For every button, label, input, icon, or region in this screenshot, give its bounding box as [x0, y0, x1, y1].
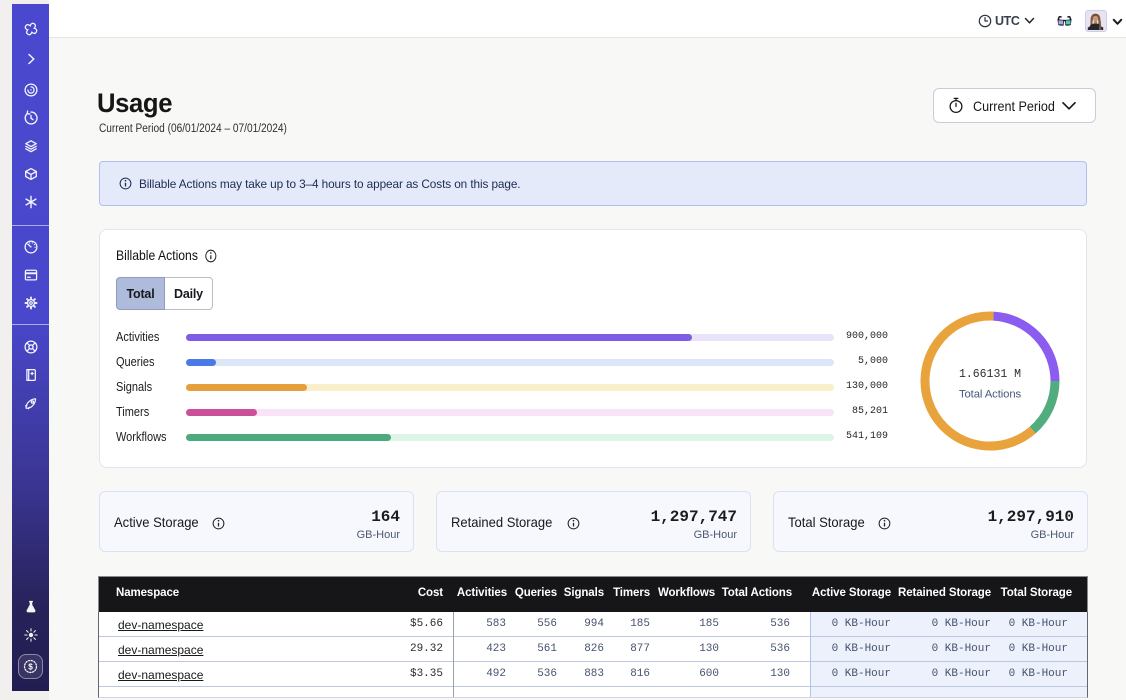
svg-text:$: $ — [28, 662, 33, 671]
svg-text:Total Actions: Total Actions — [959, 389, 1022, 401]
svg-text:1.66131 M: 1.66131 M — [959, 368, 1021, 381]
